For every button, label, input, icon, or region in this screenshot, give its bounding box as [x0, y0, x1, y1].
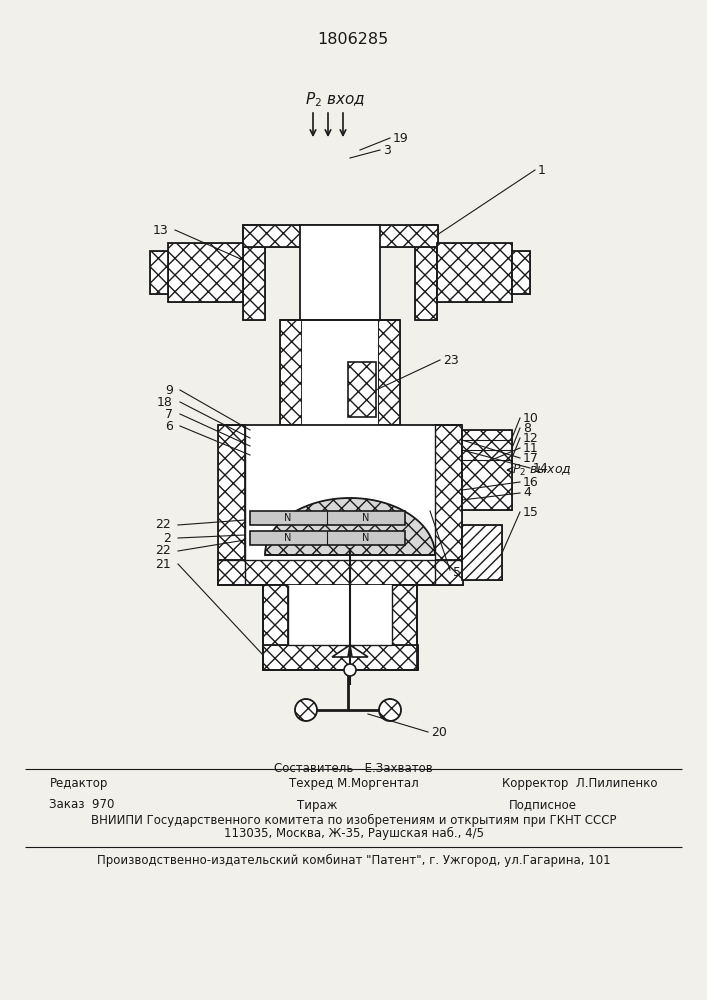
- Text: 1806285: 1806285: [317, 32, 389, 47]
- Bar: [392, 585, 417, 670]
- Bar: [288, 585, 392, 645]
- Bar: [462, 525, 502, 580]
- Bar: [250, 511, 405, 525]
- Text: $P_2$ выход: $P_2$ выход: [512, 462, 572, 478]
- Text: Техред М.Моргентал: Техред М.Моргентал: [288, 776, 419, 790]
- Bar: [435, 425, 462, 585]
- Bar: [168, 243, 243, 302]
- Bar: [243, 225, 265, 320]
- Text: 2: 2: [163, 532, 171, 544]
- Text: N: N: [284, 513, 292, 523]
- Text: Подписное: Подписное: [509, 798, 577, 812]
- Bar: [392, 585, 417, 670]
- Text: 3: 3: [383, 143, 391, 156]
- Text: Производственно-издательский комбинат "Патент", г. Ужгород, ул.Гагарина, 101: Производственно-издательский комбинат "П…: [97, 853, 610, 867]
- Bar: [243, 225, 438, 247]
- Bar: [435, 425, 462, 585]
- Text: 12: 12: [523, 432, 539, 444]
- Text: 16: 16: [523, 476, 539, 488]
- Text: 23: 23: [443, 354, 459, 366]
- Text: 5: 5: [453, 566, 461, 578]
- Bar: [437, 243, 512, 302]
- Text: 13: 13: [152, 224, 168, 236]
- Text: 4: 4: [523, 487, 531, 499]
- Bar: [263, 645, 418, 670]
- Bar: [250, 531, 405, 545]
- Text: 21: 21: [156, 558, 171, 570]
- Text: 14: 14: [533, 462, 549, 475]
- Bar: [348, 362, 376, 417]
- Text: 19: 19: [393, 131, 409, 144]
- Text: $P_2$ вход: $P_2$ вход: [305, 91, 366, 109]
- Text: ВНИИПИ Государственного комитета по изобретениям и открытиям при ГКНТ СССР: ВНИИПИ Государственного комитета по изоб…: [90, 813, 617, 827]
- Bar: [243, 225, 438, 247]
- Bar: [462, 525, 502, 580]
- Bar: [300, 225, 380, 320]
- Text: 7: 7: [165, 408, 173, 420]
- Bar: [512, 251, 530, 294]
- Text: N: N: [362, 533, 370, 543]
- Text: Редактор: Редактор: [49, 776, 108, 790]
- Bar: [218, 425, 245, 585]
- Text: Заказ  970: Заказ 970: [49, 798, 115, 812]
- Bar: [218, 560, 463, 585]
- Bar: [218, 560, 463, 585]
- Text: Тираж: Тираж: [297, 798, 337, 812]
- Text: 20: 20: [431, 726, 447, 740]
- Bar: [437, 243, 512, 302]
- Bar: [243, 225, 265, 320]
- Bar: [415, 225, 437, 320]
- Bar: [302, 320, 378, 425]
- Polygon shape: [332, 645, 350, 657]
- Bar: [415, 225, 437, 320]
- Bar: [263, 645, 418, 670]
- Text: 10: 10: [523, 412, 539, 424]
- Bar: [245, 425, 435, 560]
- Text: 22: 22: [156, 518, 171, 532]
- Text: 22: 22: [156, 544, 171, 558]
- Text: Корректор  Л.Пилипенко: Корректор Л.Пилипенко: [502, 776, 658, 790]
- Text: N: N: [362, 513, 370, 523]
- Bar: [378, 320, 400, 425]
- Text: 17: 17: [523, 452, 539, 464]
- Text: 18: 18: [157, 395, 173, 408]
- Bar: [263, 585, 288, 670]
- Bar: [150, 251, 168, 294]
- Text: 1: 1: [538, 163, 546, 176]
- Bar: [263, 585, 288, 670]
- Bar: [512, 251, 530, 294]
- Bar: [462, 430, 512, 510]
- Text: 11: 11: [523, 442, 539, 454]
- Text: 113035, Москва, Ж-35, Раушская наб., 4/5: 113035, Москва, Ж-35, Раушская наб., 4/5: [223, 826, 484, 840]
- Circle shape: [344, 664, 356, 676]
- Text: 9: 9: [165, 383, 173, 396]
- Text: 15: 15: [523, 506, 539, 518]
- Circle shape: [379, 699, 401, 721]
- Text: 6: 6: [165, 420, 173, 432]
- Bar: [280, 320, 302, 425]
- Bar: [218, 425, 245, 585]
- Text: Составитель   Е.Захватов: Составитель Е.Захватов: [274, 762, 433, 774]
- Bar: [378, 320, 400, 425]
- Bar: [168, 243, 243, 302]
- Polygon shape: [350, 645, 368, 657]
- Text: 8: 8: [523, 422, 531, 434]
- Circle shape: [295, 699, 317, 721]
- Bar: [150, 251, 168, 294]
- Bar: [462, 430, 512, 510]
- Bar: [280, 320, 302, 425]
- Polygon shape: [265, 498, 435, 555]
- Text: N: N: [284, 533, 292, 543]
